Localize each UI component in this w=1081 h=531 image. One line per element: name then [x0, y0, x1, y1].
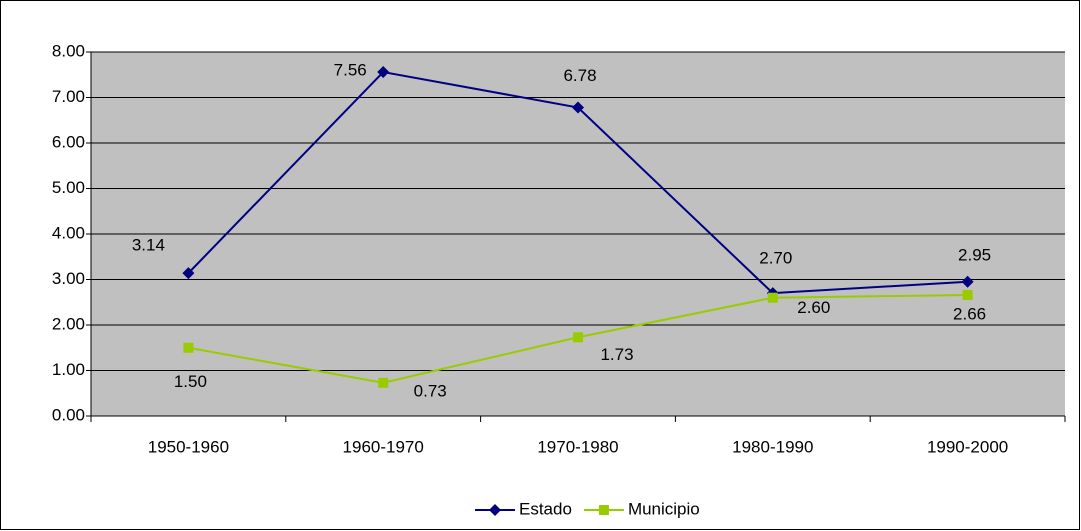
- data-label: 0.73: [414, 381, 447, 400]
- marker: [767, 292, 778, 303]
- y-tick-label: 3.00: [52, 269, 85, 288]
- legend-label: Estado: [519, 499, 572, 518]
- x-tick-label: 1980-1990: [732, 437, 813, 456]
- y-tick-label: 2.00: [52, 314, 85, 333]
- marker: [962, 289, 973, 300]
- marker: [377, 66, 390, 79]
- data-label: 3.14: [132, 236, 165, 255]
- y-tick-label: 6.00: [52, 132, 85, 151]
- marker: [572, 101, 584, 114]
- data-label: 1.50: [174, 372, 207, 391]
- y-tick-label: 5.00: [52, 178, 85, 197]
- x-tick-label: 1950-1960: [148, 437, 229, 456]
- data-label: 2.95: [958, 245, 991, 264]
- data-label: 6.78: [563, 66, 596, 85]
- marker: [489, 504, 501, 516]
- marker: [573, 332, 583, 343]
- y-tick-label: 0.00: [52, 405, 85, 424]
- data-label: 2.60: [797, 298, 830, 317]
- data-label: 7.56: [334, 61, 367, 80]
- data-label: 2.66: [953, 304, 986, 323]
- marker: [378, 377, 389, 388]
- y-tick-label: 4.00: [52, 223, 85, 242]
- marker: [182, 267, 195, 280]
- data-label: 2.70: [759, 249, 792, 268]
- y-tick-label: 8.00: [52, 41, 85, 60]
- marker: [961, 275, 974, 288]
- legend-label: Municipio: [628, 499, 700, 518]
- x-tick-label: 1990-2000: [927, 437, 1008, 456]
- x-tick-label: 1970-1980: [537, 437, 618, 456]
- y-tick-label: 7.00: [52, 87, 85, 106]
- marker: [183, 342, 194, 353]
- x-tick-label: 1960-1970: [343, 437, 424, 456]
- y-tick-label: 1.00: [52, 360, 85, 379]
- marker: [598, 505, 609, 515]
- data-label: 1.73: [600, 345, 633, 364]
